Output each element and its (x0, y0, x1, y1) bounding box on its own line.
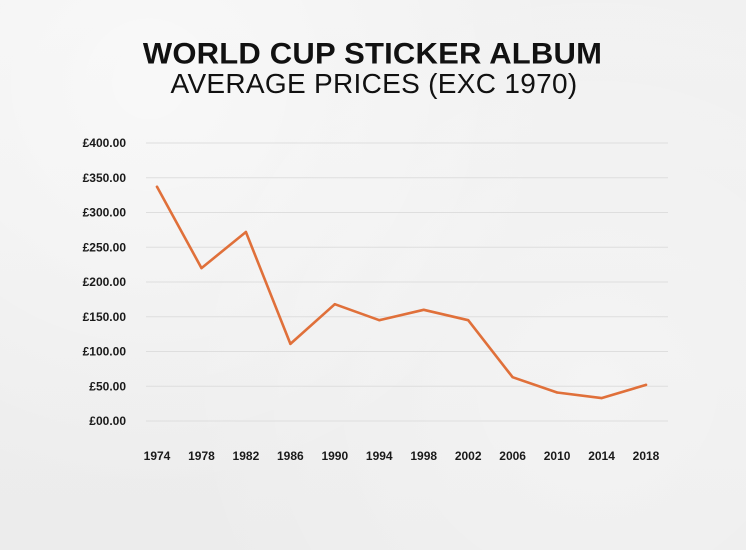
data-point (378, 319, 381, 322)
data-point (155, 185, 159, 188)
data-point (244, 230, 248, 234)
data-point (466, 319, 470, 322)
y-tick-label: £150.00 (83, 310, 127, 324)
x-tick-label: 2014 (588, 449, 615, 463)
y-tick-label: £100.00 (83, 345, 127, 359)
series-layer (155, 185, 648, 400)
data-point (511, 376, 514, 379)
series-line (155, 185, 648, 400)
x-tick-label: 1994 (366, 449, 393, 463)
data-point (555, 391, 559, 394)
x-tick-label: 2010 (544, 449, 571, 463)
data-point (289, 342, 292, 346)
y-tick-label: £250.00 (83, 240, 127, 254)
x-tick-label: 1978 (188, 449, 215, 463)
data-point (644, 383, 648, 387)
x-tick-label: 1990 (321, 449, 348, 463)
chart-subtitle: AVERAGE PRICES (EXC 1970) (170, 68, 578, 99)
x-axis-ticks: 1974 1978 1982 1986 1990 1994 1998 2002 2006 2010… (144, 449, 660, 463)
x-tick-label: 2006 (499, 449, 526, 463)
chart-title: WORLD CUP STICKER ALBUM (142, 36, 603, 71)
y-axis-ticks: £00.00 £50.00 £100.00 £150.00 £200.00 £250.00… (83, 136, 127, 428)
data-point (200, 266, 203, 270)
y-tick-label: £50.00 (89, 379, 126, 393)
data-point (600, 396, 603, 400)
y-tick-label: £200.00 (83, 275, 127, 289)
x-tick-label: 1986 (277, 449, 304, 463)
x-tick-label: 2002 (455, 449, 482, 463)
y-tick-label: £00.00 (89, 414, 126, 428)
x-tick-label: 1974 (144, 449, 171, 463)
y-tick-label: £400.00 (83, 136, 127, 150)
x-tick-label: 1998 (410, 449, 437, 463)
y-tick-label: £350.00 (83, 171, 127, 185)
gridlines (146, 142, 668, 422)
x-tick-label: 2018 (633, 449, 660, 463)
x-tick-label: 1982 (233, 449, 260, 463)
y-tick-label: £300.00 (83, 206, 127, 220)
data-point (422, 308, 425, 311)
data-point (333, 303, 337, 306)
chart-title-block: WORLD CUP STICKER ALBUM AVERAGE PRICES (… (0, 38, 746, 98)
